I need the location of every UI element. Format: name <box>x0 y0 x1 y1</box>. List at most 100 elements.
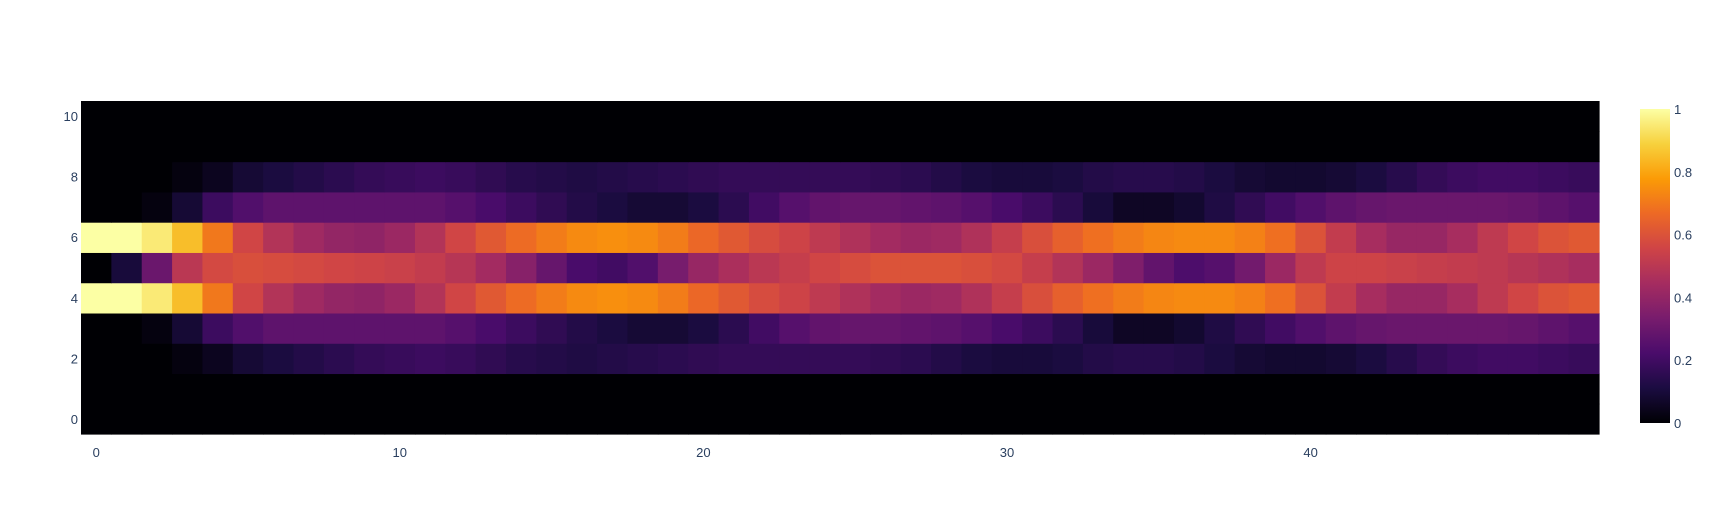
heatmap-cell <box>1356 131 1388 163</box>
heatmap-cell <box>961 282 993 314</box>
heatmap-cell <box>1204 312 1236 344</box>
heatmap-cell <box>1265 222 1296 253</box>
heatmap-cell <box>141 403 173 435</box>
heatmap-cell <box>293 403 325 435</box>
heatmap-cell <box>293 131 325 163</box>
heatmap-cell <box>232 101 264 132</box>
heatmap-cell <box>111 161 143 193</box>
heatmap-cell <box>172 373 204 405</box>
heatmap-cell <box>688 373 720 405</box>
heatmap-cell <box>1082 131 1114 163</box>
heatmap-cell <box>688 252 720 284</box>
heatmap-cell <box>1234 101 1266 132</box>
heatmap-cell <box>1386 222 1418 253</box>
heatmap-cell <box>1204 343 1236 375</box>
heatmap-cell <box>172 131 204 163</box>
heatmap-cell <box>1204 101 1236 132</box>
heatmap-cell <box>1356 191 1388 223</box>
colorbar <box>1640 109 1670 423</box>
y-tick-label: 10 <box>64 109 78 124</box>
heatmap-cell <box>414 282 446 314</box>
heatmap-cell <box>1234 312 1266 344</box>
heatmap-cell <box>506 252 537 284</box>
heatmap-cell <box>748 131 780 163</box>
heatmap-cell <box>536 252 568 284</box>
heatmap-cell <box>445 161 477 193</box>
heatmap-cell <box>991 403 1023 435</box>
heatmap-cell <box>263 282 295 314</box>
heatmap-cell <box>1204 373 1236 405</box>
heatmap-cell <box>1507 101 1539 132</box>
heatmap-cell <box>1477 343 1509 375</box>
heatmap-cell <box>809 403 841 435</box>
heatmap-cell <box>1173 252 1205 284</box>
heatmap-cell <box>566 101 598 132</box>
heatmap-cell <box>1295 101 1327 132</box>
heatmap-cell <box>991 161 1023 193</box>
heatmap-cell <box>627 252 659 284</box>
heatmap-cell <box>1568 343 1600 375</box>
heatmap-cell <box>718 373 750 405</box>
heatmap-cell <box>1477 161 1509 193</box>
heatmap-cell <box>263 222 295 253</box>
heatmap-cell <box>1568 403 1600 435</box>
heatmap-cell <box>1386 191 1418 223</box>
heatmap-cell <box>506 222 537 253</box>
heatmap-cell <box>627 343 659 375</box>
colorbar-ticks: 0 0.2 0.4 0.6 0.8 1 <box>1674 102 1692 431</box>
heatmap-cell <box>141 373 173 405</box>
heatmap-cell <box>506 191 537 223</box>
heatmap-cell <box>323 161 355 193</box>
heatmap-cell <box>1052 101 1084 132</box>
heatmap-cell <box>1173 343 1205 375</box>
heatmap-cell <box>597 161 629 193</box>
heatmap-cell <box>81 373 112 405</box>
heatmap-cell <box>1265 373 1296 405</box>
heatmap-cell <box>809 252 841 284</box>
heatmap-cell <box>1265 403 1296 435</box>
heatmap-cell <box>1568 373 1600 405</box>
heatmap-cell <box>748 403 780 435</box>
heatmap-cell <box>718 312 750 344</box>
heatmap-cell <box>1477 403 1509 435</box>
heatmap-cell <box>1416 161 1448 193</box>
heatmap-cell <box>1507 161 1539 193</box>
heatmap-cell <box>323 282 355 314</box>
heatmap-cell <box>718 403 750 435</box>
heatmap-cell <box>1082 101 1114 132</box>
heatmap-cell <box>840 373 871 405</box>
heatmap-cell <box>475 312 507 344</box>
heatmap-cell <box>1325 191 1357 223</box>
y-tick-label: 0 <box>71 412 78 427</box>
heatmap-cell <box>293 191 325 223</box>
y-tick-label: 2 <box>71 351 78 366</box>
heatmap-cell <box>141 222 173 253</box>
heatmap-cell <box>111 222 143 253</box>
heatmap-cell <box>961 101 993 132</box>
heatmap-cell <box>536 191 568 223</box>
heatmap-cell <box>900 403 932 435</box>
heatmap-cell <box>354 403 386 435</box>
heatmap-cell <box>1477 222 1509 253</box>
heatmap-cell <box>1447 252 1479 284</box>
heatmap-cell <box>445 101 477 132</box>
heatmap-cell <box>688 343 720 375</box>
heatmap-cell <box>1234 161 1266 193</box>
heatmap-cell <box>1568 161 1600 193</box>
heatmap-cell <box>81 343 112 375</box>
heatmap-cell <box>657 343 689 375</box>
heatmap-cell <box>141 101 173 132</box>
heatmap-cell <box>566 343 598 375</box>
heatmap-cell <box>779 403 811 435</box>
heatmap-cell <box>1295 282 1327 314</box>
heatmap-cell <box>627 131 659 163</box>
heatmap-cell <box>1356 312 1388 344</box>
heatmap-cell <box>597 373 629 405</box>
heatmap-cell <box>414 222 446 253</box>
heatmap-cell <box>1538 101 1570 132</box>
heatmap-cell <box>1143 252 1175 284</box>
heatmap-cell <box>718 282 750 314</box>
heatmap-cell <box>931 101 963 132</box>
heatmap-cell <box>1173 403 1205 435</box>
heatmap-cell <box>81 252 112 284</box>
